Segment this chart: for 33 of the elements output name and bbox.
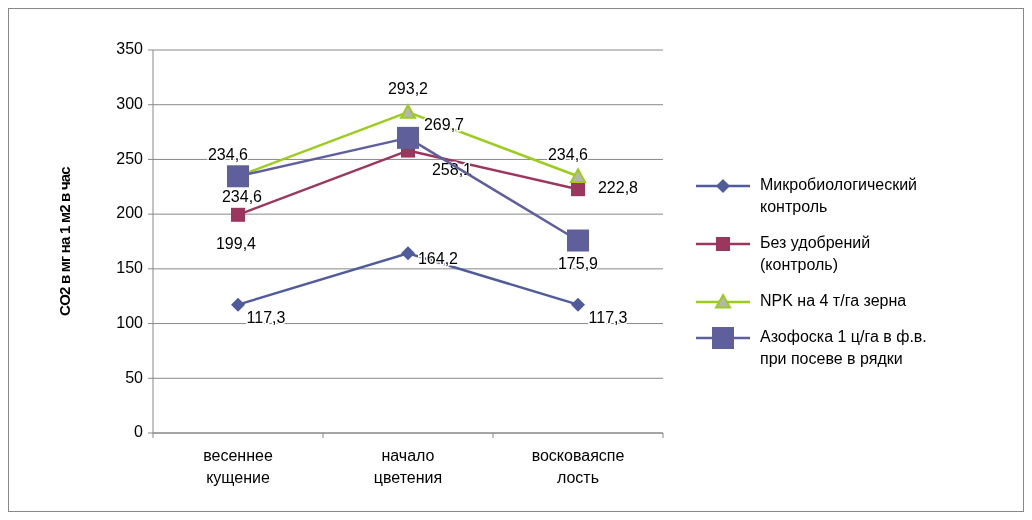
point	[397, 126, 419, 149]
point	[571, 297, 585, 312]
data-label: 199,4	[215, 235, 257, 253]
x-tick-label: весеннее кущение	[203, 447, 273, 486]
data-label: 234,6	[547, 146, 589, 164]
point	[401, 246, 415, 261]
point	[231, 297, 245, 312]
legend-label: NPK на 4 т/га зерна	[760, 292, 907, 310]
data-label: 234,6	[221, 188, 263, 206]
y-tick-label: 250	[116, 149, 144, 167]
point	[571, 182, 585, 197]
data-label: 175,9	[557, 254, 599, 272]
point	[227, 165, 249, 188]
y-tick-label: 300	[116, 94, 144, 112]
legend-label: Микробиологический контроль	[760, 176, 918, 216]
y-tick-label: 200	[116, 204, 144, 222]
data-label: 293,2	[387, 80, 429, 98]
x-tick-label: восковаяспелость	[531, 447, 625, 486]
y-tick-label: 0	[134, 423, 144, 441]
y-axis-title: CO2 в мг на 1 м2 в час	[56, 166, 73, 316]
data-label: 117,3	[588, 308, 628, 326]
data-label: 117,3	[246, 308, 286, 326]
legend-label: Без удобрений (контроль)	[760, 234, 871, 274]
point	[231, 207, 245, 222]
data-label: 222,8	[597, 179, 639, 197]
y-tick-label: 150	[116, 259, 144, 277]
point	[567, 229, 589, 252]
y-tick-label: 50	[125, 368, 144, 386]
legend-label: Азофоска 1 ц/га в ф.в. при посеве в рядки	[760, 328, 927, 368]
y-tick-label: 350	[116, 40, 144, 58]
y-tick-label: 100	[116, 313, 144, 331]
data-label: 234,6	[207, 146, 249, 164]
x-tick-label: начало цветения	[373, 447, 443, 486]
